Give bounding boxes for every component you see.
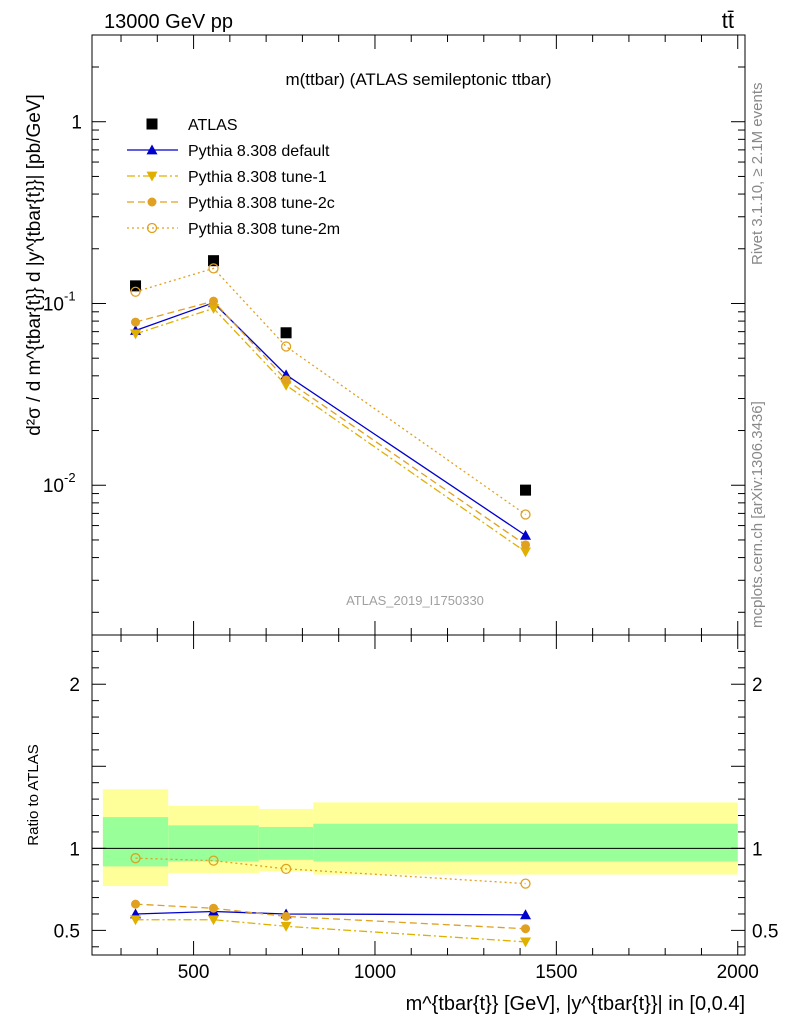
header-left: 13000 GeV pp — [104, 11, 233, 33]
x-tick-label: 2000 — [717, 962, 759, 983]
y-tick-label: 1 — [69, 839, 80, 860]
ratio-data-point — [208, 915, 220, 926]
data-point — [281, 375, 291, 385]
data-point — [131, 317, 141, 327]
series-line — [135, 300, 526, 546]
data-point — [208, 263, 219, 274]
legend-item: Pythia 8.308 tune-2c — [127, 195, 335, 212]
y-tick-label-right: 0.5 — [752, 921, 778, 942]
data-point — [520, 547, 532, 558]
ratio-frame — [91, 634, 746, 956]
y-tick-label: 2 — [69, 675, 80, 696]
y-tick-label-right: 2 — [752, 675, 763, 696]
ratio-series-line — [135, 910, 526, 916]
data-point — [130, 329, 142, 340]
ratio-data-point — [520, 878, 531, 889]
ratio-data-point — [280, 921, 292, 932]
x-axis-label: m^{tbar{t}} [GeV], |y^{tbar{t}}| in [0,0… — [406, 993, 745, 1015]
ratio-data-point — [521, 924, 531, 934]
mcplots-label: mcplots.cern.ch [arXiv:1306.3436] — [749, 401, 766, 628]
ratio-panel: 0.5 0.5 1 1 2 2 500 1000 1500 2000 Ratio to ATLAS m… — [25, 634, 778, 1015]
uncertainty-band-inner — [258, 827, 314, 860]
data-point — [208, 255, 220, 267]
data-point — [130, 280, 142, 292]
y-tick-label: 10 — [43, 476, 64, 497]
chart-title: m(ttbar) (ATLAS semileptonic ttbar) — [285, 70, 551, 89]
legend-marker — [146, 144, 158, 155]
y-tick-exponent: -1 — [64, 288, 76, 303]
ratio-data-point — [131, 899, 141, 909]
legend-item: Pythia 8.308 tune-2m — [127, 221, 340, 238]
rivet-label: Rivet 3.1.10, ≥ 2.1M events — [749, 83, 766, 266]
series-line — [135, 307, 526, 553]
header-right: tt̄ — [722, 8, 734, 33]
data-point — [520, 529, 532, 540]
ratio-data-point — [208, 855, 219, 866]
ratio-data-point — [520, 909, 532, 920]
x-tick-label: 1000 — [354, 962, 396, 983]
watermark: ATLAS_2019_I1750330 — [346, 593, 484, 608]
ratio-data-point — [130, 853, 141, 864]
ratio-data-point — [281, 911, 291, 921]
ratio-series-line — [135, 857, 526, 885]
ratio-y-axis-label: Ratio to ATLAS — [25, 744, 42, 845]
legend-marker — [146, 222, 158, 234]
legend-marker — [146, 171, 158, 182]
legend-label: Pythia 8.308 default — [188, 143, 330, 160]
ratio-data-point — [209, 903, 219, 913]
y-tick-label: 1 — [71, 113, 82, 134]
legend-label: Pythia 8.308 tune-1 — [188, 169, 327, 186]
y-tick-label: 10 — [43, 294, 64, 315]
legend-label: Pythia 8.308 tune-2m — [188, 221, 340, 238]
side-labels: Rivet 3.1.10, ≥ 2.1M events mcplots.cern… — [749, 83, 766, 629]
data-point — [280, 341, 292, 352]
data-point — [208, 303, 220, 314]
data-point — [520, 509, 531, 520]
legend-label: ATLAS — [188, 117, 238, 134]
legend-item: Pythia 8.308 default — [127, 143, 330, 160]
legend-item: Pythia 8.308 tune-1 — [127, 169, 327, 186]
legend-marker — [147, 197, 157, 207]
data-point — [520, 484, 532, 496]
ratio-series-line — [135, 903, 526, 930]
legend-label: Pythia 8.308 tune-2c — [188, 195, 335, 212]
series-line — [135, 267, 526, 516]
ratio-data-point — [520, 937, 532, 948]
x-tick-label: 1500 — [535, 962, 577, 983]
main-panel: 10 -210 -11m(ttbar) (ATLAS semileptonic tt… — [24, 34, 746, 636]
uncertainty-band-inner — [168, 825, 259, 862]
y-axis-label: d²σ / d m^{tbar{t}} d |y^{tbar{t}}| [pb/… — [24, 94, 45, 436]
x-tick-label: 500 — [178, 962, 210, 983]
y-tick-exponent: -2 — [64, 470, 76, 485]
y-tick-label-right: 1 — [752, 839, 763, 860]
ratio-series-line — [135, 919, 526, 943]
ratio-data-point — [130, 915, 142, 926]
ratio-data-point — [280, 863, 292, 874]
uncertainty-band-inner — [313, 823, 738, 862]
data-point — [209, 296, 219, 306]
series-line — [135, 301, 526, 536]
y-tick-label: 0.5 — [54, 921, 80, 942]
header: 13000 GeV pp tt̄ — [104, 8, 734, 33]
data-point — [130, 286, 141, 297]
legend-item: ATLAS — [146, 117, 238, 134]
legend-marker — [146, 118, 158, 130]
data-point — [280, 327, 292, 339]
uncertainty-band-inner — [102, 817, 169, 867]
data-point — [521, 540, 531, 550]
